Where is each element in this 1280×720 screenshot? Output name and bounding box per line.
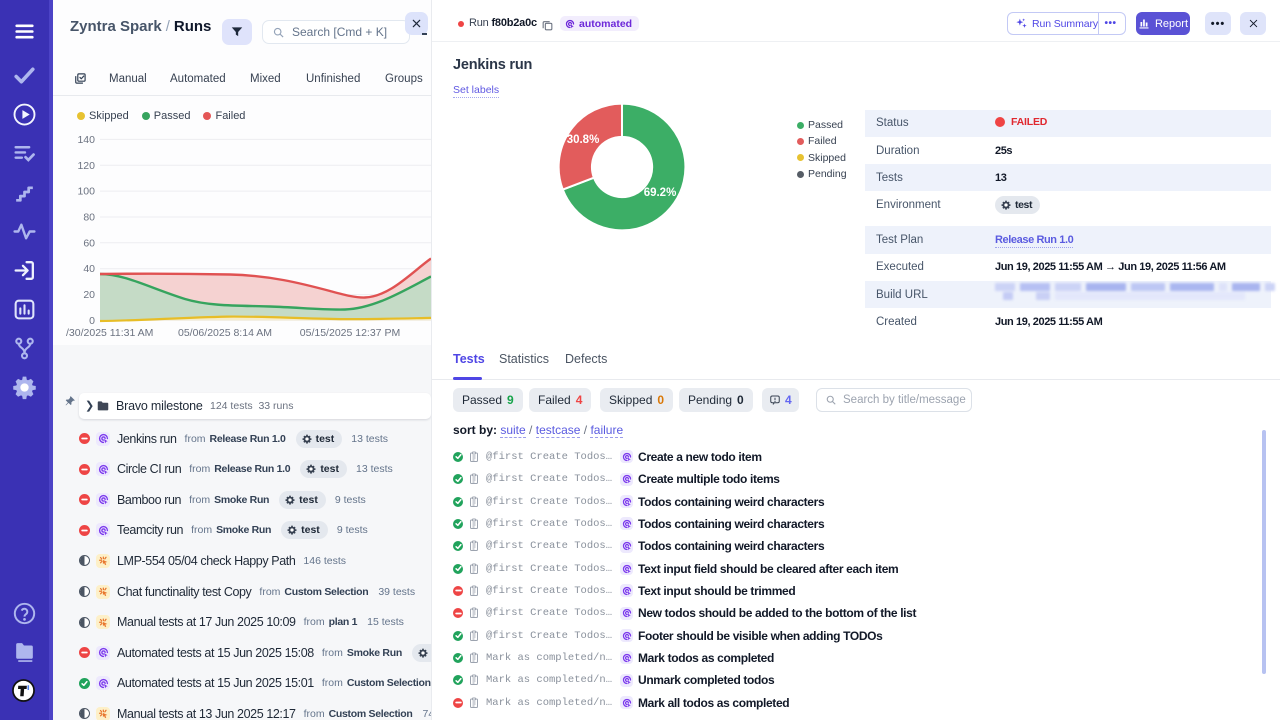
svg-text:60: 60 (83, 237, 95, 249)
svg-text:05/06/2025 8:14 AM: 05/06/2025 8:14 AM (178, 327, 272, 339)
svg-text:100: 100 (77, 186, 95, 198)
svg-text:20: 20 (83, 289, 95, 301)
svg-text:/30/2025 11:31 AM: /30/2025 11:31 AM (66, 327, 153, 339)
svg-text:0: 0 (89, 315, 95, 327)
svg-text:80: 80 (83, 212, 95, 224)
svg-text:140: 140 (77, 134, 95, 146)
svg-text:05/15/2025 12:37 PM: 05/15/2025 12:37 PM (300, 327, 400, 339)
svg-text:30.8%: 30.8% (567, 134, 600, 146)
svg-text:120: 120 (77, 160, 95, 172)
svg-text:69.2%: 69.2% (644, 187, 677, 199)
svg-text:40: 40 (83, 263, 95, 275)
